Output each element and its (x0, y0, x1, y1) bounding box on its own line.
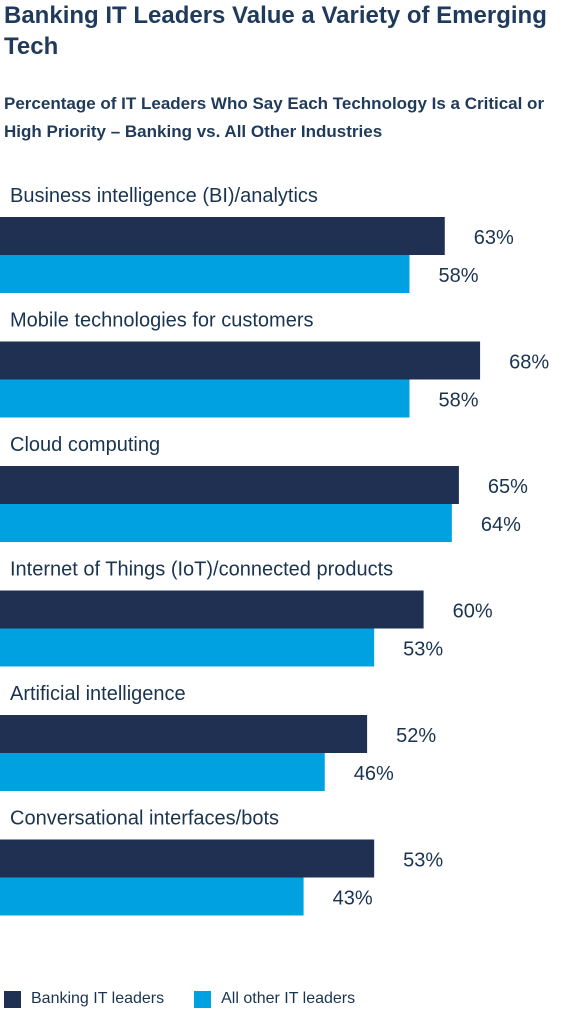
bar-other (0, 504, 452, 542)
bar-banking (0, 715, 368, 753)
data-label: 60% (453, 601, 493, 623)
legend: Banking IT leaders All other IT leaders (4, 990, 385, 1008)
data-label: 64% (481, 514, 521, 536)
legend-label-other: All other IT leaders (221, 990, 356, 1007)
data-label: 53% (403, 639, 443, 661)
bar-banking (0, 590, 424, 629)
data-label: 58% (438, 265, 478, 287)
bar-banking (0, 466, 459, 504)
data-label: 53% (403, 850, 443, 872)
data-label: 43% (333, 888, 373, 910)
legend-swatch-other (194, 990, 212, 1008)
category-label: Cloud computing (10, 434, 160, 456)
chart-title: Banking IT Leaders Value a Variety of Em… (4, 2, 547, 60)
bar-banking (0, 341, 481, 380)
legend-item-other: All other IT leaders (194, 990, 355, 1008)
data-label: 63% (474, 227, 514, 249)
data-label: 52% (396, 725, 436, 747)
category-label: Artificial intelligence (10, 683, 186, 705)
category-label: Internet of Things (IoT)/connected produ… (10, 559, 393, 581)
bar-other (0, 753, 325, 791)
data-label: 68% (509, 352, 549, 374)
legend-label-banking: Banking IT leaders (31, 990, 165, 1007)
bar-banking (0, 217, 445, 255)
bar-other (0, 379, 410, 418)
data-label: 65% (488, 476, 528, 498)
category-label: Business intelligence (BI)/analytics (10, 185, 318, 207)
chart-subtitle: Percentage of IT Leaders Who Say Each Te… (4, 94, 545, 141)
bar-other (0, 628, 375, 667)
data-label: 58% (438, 390, 478, 412)
bar-banking (0, 839, 375, 878)
bar-other (0, 255, 410, 293)
category-label: Conversational interfaces/bots (10, 808, 279, 830)
legend-swatch-banking (4, 990, 21, 1008)
bar-chart: Business intelligence (BI)/analytics 63% 5… (0, 185, 549, 916)
bar-other (0, 877, 304, 916)
legend-item-banking: Banking IT leaders (4, 990, 164, 1008)
category-label: Mobile technologies for customers (10, 310, 313, 332)
data-label: 46% (354, 763, 394, 785)
